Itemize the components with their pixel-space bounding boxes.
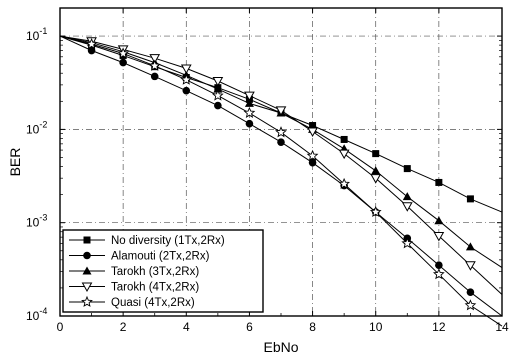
data-point [338,149,350,160]
x-tick-label: 0 [57,320,64,334]
data-point [435,261,443,270]
data-point [148,59,161,71]
data-point [85,37,98,50]
x-tick-label: 10 [369,320,383,334]
data-point [307,127,318,137]
data-point [275,126,287,138]
data-point [338,177,351,189]
data-point [149,54,161,64]
data-point [433,232,445,242]
data-point [245,119,254,128]
plot-frame [59,7,503,317]
legend-entry: Tarokh (3Tx,2Rx) [69,266,199,278]
legend-entry: Quasi (4Tx,2Rx) [69,295,195,309]
y-tick-exponent: -1 [39,26,47,36]
data-point [466,195,474,203]
x-tick-label: 2 [120,320,127,334]
data-point [340,135,348,143]
y-tick-exponent: -2 [39,119,47,129]
data-point [401,237,414,249]
data-point [466,288,475,296]
legend-marker [81,282,93,293]
data-point [277,138,285,146]
data-point [465,242,475,251]
series-5 [59,35,503,327]
y-tick-exponent: -3 [39,213,47,223]
legend-marker [81,295,93,307]
data-point [212,77,224,87]
legend-marker [83,236,91,244]
x-tick-label: 14 [495,320,509,334]
data-point [180,73,193,85]
data-point [214,101,222,110]
data-point [308,158,317,167]
data-point [402,192,412,201]
y-axis-label: BER [7,148,23,177]
data-point [87,46,96,55]
series-group [59,35,503,327]
data-point [369,205,382,218]
legend-label: No diversity (1Tx,2Rx) [111,235,225,247]
data-point [211,89,224,101]
data-point [275,106,287,116]
legend-label: Tarokh (3Tx,2Rx) [111,266,199,278]
data-point [213,84,223,93]
legend-label: Quasi (4Tx,2Rx) [111,297,195,309]
legend-label: Alamouti (2Tx,2Rx) [111,251,210,263]
x-tick-label: 6 [246,320,253,334]
legend-entry: Alamouti (2Tx,2Rx) [69,251,210,263]
data-point [435,178,443,186]
data-point [434,216,444,225]
data-point [370,174,382,184]
data-point [432,268,445,280]
data-point [401,202,413,212]
legend-entry: Tarokh (4Tx,2Rx) [69,282,199,294]
legend-marker [82,266,92,275]
x-tick-label: 4 [183,320,190,334]
data-point [243,106,256,118]
data-point [150,72,159,81]
data-point [119,58,127,67]
data-point [372,150,380,158]
data-point [244,98,254,107]
data-point [464,299,477,311]
y-tick-exponent: -4 [39,306,47,316]
legend: No diversity (1Tx,2Rx) Alamouti (2Tx,2Rx)… [62,229,264,313]
data-point [117,47,130,59]
series-4 [59,35,503,295]
data-point [403,165,411,173]
x-axis-label: EbNo [263,339,298,355]
data-point [180,64,192,74]
data-point [306,149,319,161]
legend-entry: No diversity (1Tx,2Rx) [69,235,225,247]
data-point [244,91,255,102]
x-tick-label: 12 [432,320,446,334]
x-tick-label: 8 [309,320,316,334]
data-point [182,86,191,95]
legend-marker [83,251,91,260]
data-point [465,261,476,271]
legend-label: Tarokh (4Tx,2Rx) [111,282,199,294]
data-point [371,166,381,175]
